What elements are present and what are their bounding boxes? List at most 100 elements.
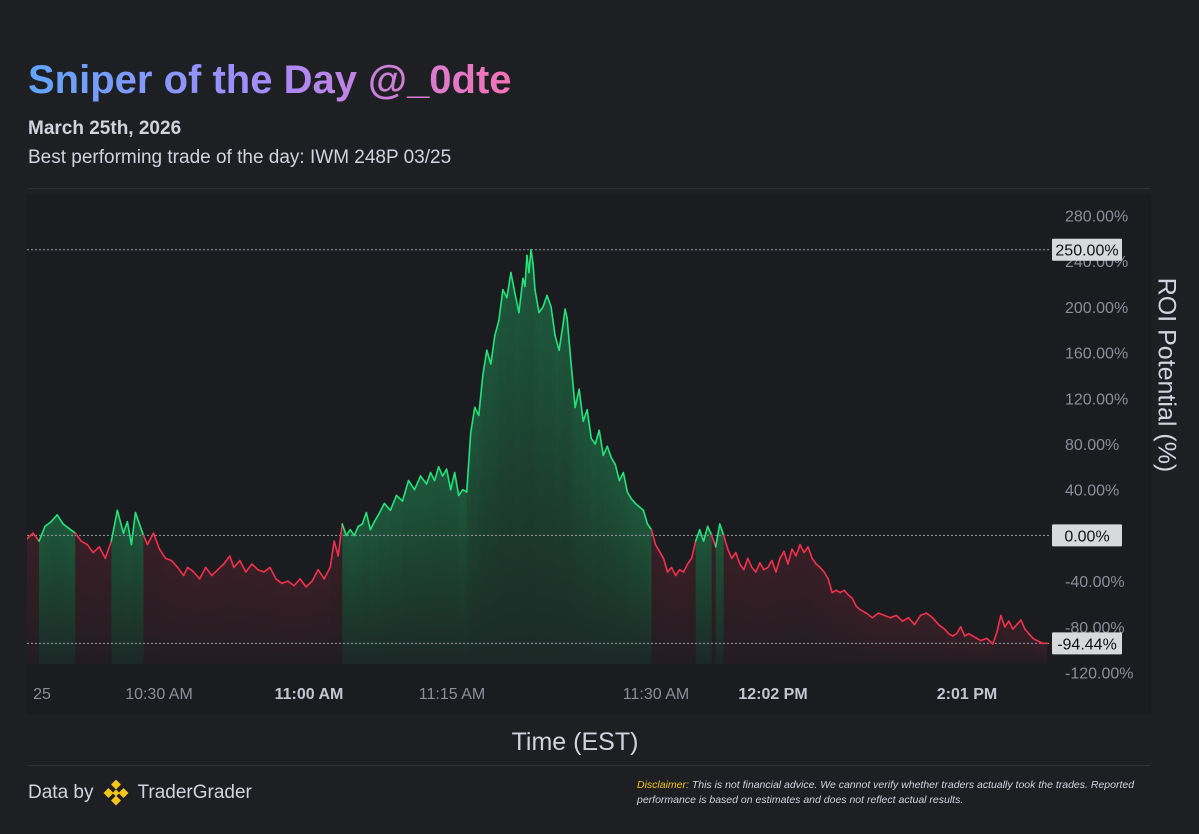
series-line-segment [275,578,283,585]
area-segment [534,289,540,664]
area-segment [595,430,600,664]
brand-name[interactable]: TraderGrader [137,782,252,803]
area-segment [866,613,873,664]
area-segment [647,524,652,664]
series-line-segment [726,548,733,560]
area-segment [69,528,76,664]
area-segment [530,249,533,664]
chart-panel[interactable]: 280.00% 240.00% 200.00% 160.00% 120.00% 80.00… [27,194,1151,714]
series-line-segment [329,540,336,569]
area-segment [1028,633,1033,664]
series-line-segment [662,557,669,573]
series-line-segment [281,580,289,585]
area-segment [135,512,140,664]
area-segment [840,590,845,664]
area-segment [659,551,664,664]
tradergrader-logo-icon[interactable] [103,780,129,806]
series-line-segment [389,494,398,512]
area-segment [111,510,118,664]
area-segment [123,521,128,664]
series-line-segment [305,580,313,588]
area-segment [852,598,857,664]
area-segment [454,472,459,664]
area-segment [800,544,805,664]
area-segment [615,464,620,664]
area-segment [269,567,276,664]
series-line-segment [44,520,52,528]
footer-divider [28,765,1150,766]
x-tick-label: 2:01 PM [937,686,997,703]
area-segment [1032,638,1037,664]
area-segment [318,569,325,664]
series-line-segment [457,488,464,497]
series-line-segment [626,491,633,500]
area-segment [510,272,515,664]
area-segment [779,551,784,664]
area-segment [996,615,1001,664]
area-segment [820,567,825,664]
series-line-segment [590,437,597,445]
area-segment [655,544,660,664]
series-line-segment [550,306,556,337]
area-segment [699,529,704,664]
series-line-segment [317,568,325,580]
page-title: Sniper of the Day @_0dte [28,58,512,102]
series-line-segment [158,548,167,560]
footer-attribution: Data by TraderGrader [28,779,252,807]
series-line-segment [1028,632,1034,640]
area-segment [860,609,867,664]
series-line-segment [751,566,757,573]
area-segment [727,549,732,664]
series-line-segment [486,349,492,365]
area-segment [245,564,252,664]
series-line-segment [198,566,207,580]
area-segment [639,506,644,664]
area-segment [131,512,136,664]
series-line-segment [407,479,416,491]
series-line-segment [263,566,271,573]
area-segment [159,549,166,664]
area-segment [755,562,760,664]
series-line-segment [694,528,701,542]
area-segment [619,472,624,664]
area-segment [719,524,724,664]
area-segment [872,613,879,664]
area-segment [39,526,46,664]
roi-chart[interactable]: 280.00%240.00%200.00%160.00%120.00%80.00… [27,194,1151,714]
series-line-segment [425,471,432,485]
area-segment [522,278,525,664]
area-segment [731,552,736,664]
area-segment [751,567,756,664]
series-line-segment [365,511,372,531]
area-segment [711,535,716,664]
series-line-segment [1020,619,1026,630]
area-segment [324,567,331,664]
series-line-segment [170,559,179,569]
series-line-segment [865,612,874,619]
x-tick-label: 11:15 AM [419,686,485,703]
series-line-segment [74,532,83,542]
area-segment [199,567,206,664]
area-segment [486,350,491,664]
area-segment [1004,621,1009,664]
series-line-segment [401,479,410,502]
area-segment [627,492,632,664]
area-segment [539,306,544,664]
series-line-segment [895,614,904,622]
x-tick-label: 12:02 PM [738,686,807,703]
y-tick-label: 80.00% [1065,437,1119,454]
area-segment [651,529,656,664]
series-line-segment [558,323,564,352]
area-segment [518,278,523,664]
series-line-segment [598,429,605,457]
series-line-segment [610,456,617,466]
area-segment [739,564,744,664]
area-segment [171,560,178,664]
area-segment [723,535,728,664]
y-tick-label: -120.00% [1065,666,1134,683]
series-line-segment [534,288,540,314]
area-segment [571,364,576,664]
area-segment [1020,620,1025,664]
series-line-segment [1016,619,1022,626]
area-segment [105,541,112,664]
